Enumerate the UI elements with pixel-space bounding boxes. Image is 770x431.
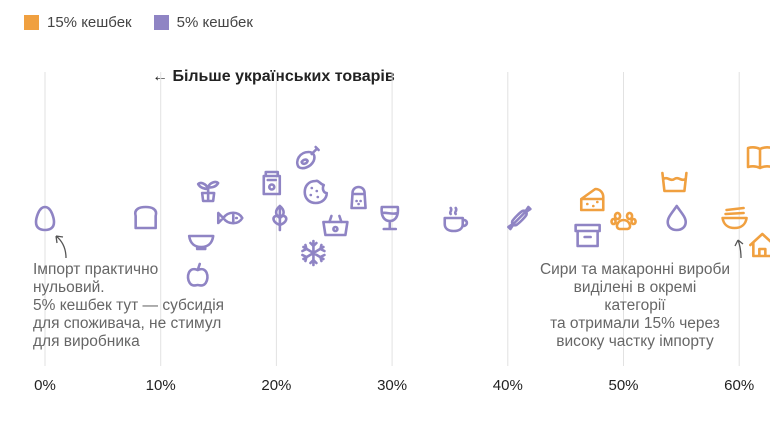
basket-mark	[322, 214, 349, 237]
bread-mark	[133, 205, 158, 230]
annotation-line: Сири та макаронні вироби	[539, 261, 731, 278]
annotation-line: Імпорт практично	[33, 261, 159, 278]
annotation-line: високу частку імпорту	[556, 333, 714, 350]
apple-mark	[186, 262, 209, 287]
plant-icon	[196, 180, 220, 203]
wheat-icon	[272, 204, 288, 232]
annotation-line: та отримали 15% через	[550, 315, 720, 332]
annotation-line: нульовий.	[33, 279, 105, 296]
candy-mark	[507, 205, 532, 231]
direction-label: ← Більше українських товарів	[152, 68, 395, 85]
box-icon	[574, 223, 601, 248]
fish-mark	[216, 211, 244, 225]
legend-label-5: 5% кешбек	[176, 14, 253, 31]
basket-icon	[322, 214, 349, 237]
annotation-line: 5% кешбек тут — субсидія	[33, 297, 225, 314]
snowflake-icon	[301, 239, 326, 267]
plant-mark	[196, 180, 220, 203]
apple-icon	[186, 262, 209, 287]
legend: 15% кешбек 5% кешбек	[24, 14, 253, 31]
fish-icon	[216, 211, 244, 225]
x-tick-label: 20%	[261, 377, 291, 394]
salt-shaker-mark	[350, 185, 367, 210]
washing-basin-icon	[661, 171, 688, 193]
annotation-line: категорії	[604, 297, 666, 314]
bread-icon	[133, 205, 158, 230]
snowflake-mark	[301, 239, 326, 267]
wheat-mark	[272, 204, 288, 232]
annotation-left: Імпорт практично нульовий. 5% кешбек тут…	[33, 261, 224, 351]
bowl-mark	[187, 234, 215, 251]
jar-mark	[262, 170, 282, 196]
meat-icon	[295, 145, 320, 170]
annotation-line: виділені в окремі	[573, 279, 697, 296]
legend-swatch-15	[24, 15, 39, 30]
paw-mark	[610, 211, 637, 231]
annotation-line: для виробника	[33, 333, 140, 350]
x-tick-label: 60%	[724, 377, 754, 394]
egg-mark	[34, 205, 56, 232]
noodle-bowl-mark	[721, 206, 748, 230]
x-tick-label: 0%	[34, 377, 56, 394]
egg-icon	[34, 205, 56, 232]
washing-basin-mark	[661, 171, 688, 193]
annotation-right: Сири та макаронні вироби виділені в окре…	[522, 261, 748, 351]
wine-glass-mark	[380, 205, 400, 231]
x-tick-label: 10%	[146, 377, 176, 394]
bowl-icon	[187, 234, 215, 251]
salt-shaker-icon	[350, 185, 367, 210]
cheese-icon	[579, 187, 605, 212]
annotation-arrow	[734, 239, 744, 259]
jar-icon	[262, 170, 282, 196]
x-tick-label: 40%	[493, 377, 523, 394]
drop-icon	[666, 204, 688, 232]
legend-label-15: 15% кешбек	[47, 14, 132, 31]
wine-glass-icon	[380, 205, 400, 231]
coffee-cup-icon	[443, 206, 469, 233]
coffee-cup-mark	[443, 206, 469, 233]
house-icon	[749, 232, 770, 258]
cookie-icon	[303, 179, 329, 205]
house-mark	[749, 232, 770, 258]
x-tick-label: 50%	[608, 377, 638, 394]
legend-item-15: 15% кешбек	[24, 14, 132, 31]
meat-mark	[295, 145, 320, 170]
annotation-line: для споживача, не стимул	[33, 315, 222, 332]
book-icon	[746, 146, 770, 170]
book-mark	[746, 146, 770, 170]
paw-icon	[610, 211, 637, 231]
annotation-arrow	[55, 235, 67, 259]
legend-swatch-5	[153, 15, 169, 30]
x-tick-label: 30%	[377, 377, 407, 394]
noodle-bowl-icon	[721, 206, 748, 230]
legend-item-5: 5% кешбек	[153, 14, 253, 31]
cheese-mark	[579, 187, 605, 212]
candy-icon	[507, 205, 532, 231]
cookie-mark	[303, 179, 329, 205]
drop-mark	[666, 204, 688, 232]
box-mark	[574, 223, 601, 248]
